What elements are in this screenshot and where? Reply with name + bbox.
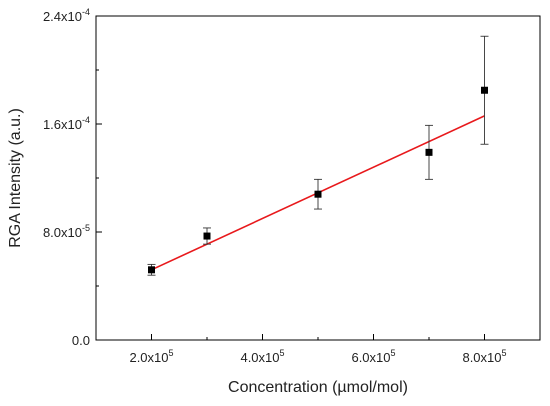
y-tick-label: 0.0 <box>72 333 90 348</box>
y-axis-title: RGA Intensity (a.u.) <box>7 108 24 248</box>
x-tick-label: 4.0x105 <box>240 348 284 365</box>
y-axis-ticks: 0.0 8.0x10-5 1.6x10-4 2.4x10-4 <box>43 7 102 348</box>
data-point <box>425 148 433 156</box>
y-tick-label: 2.4x10-4 <box>43 7 90 24</box>
data-points-layer <box>148 86 488 274</box>
data-point <box>203 232 211 240</box>
plot-frame <box>95 15 541 341</box>
x-axis-ticks: 2.0x105 4.0x105 6.0x105 8.0x105 <box>95 334 541 365</box>
y-tick-label: 1.6x10-4 <box>43 115 90 132</box>
data-point <box>148 266 155 274</box>
x-tick-label: 6.0x105 <box>351 348 395 365</box>
data-point <box>481 86 488 94</box>
data-point <box>314 190 322 198</box>
x-axis-title: Concentration (µmol/mol) <box>228 379 408 396</box>
x-tick-label: 2.0x105 <box>129 348 173 365</box>
error-bars-layer <box>147 35 489 276</box>
plot-border <box>95 15 541 341</box>
x-tick-label: 8.0x105 <box>462 348 506 365</box>
y-tick-label: 8.0x10-5 <box>43 223 90 240</box>
